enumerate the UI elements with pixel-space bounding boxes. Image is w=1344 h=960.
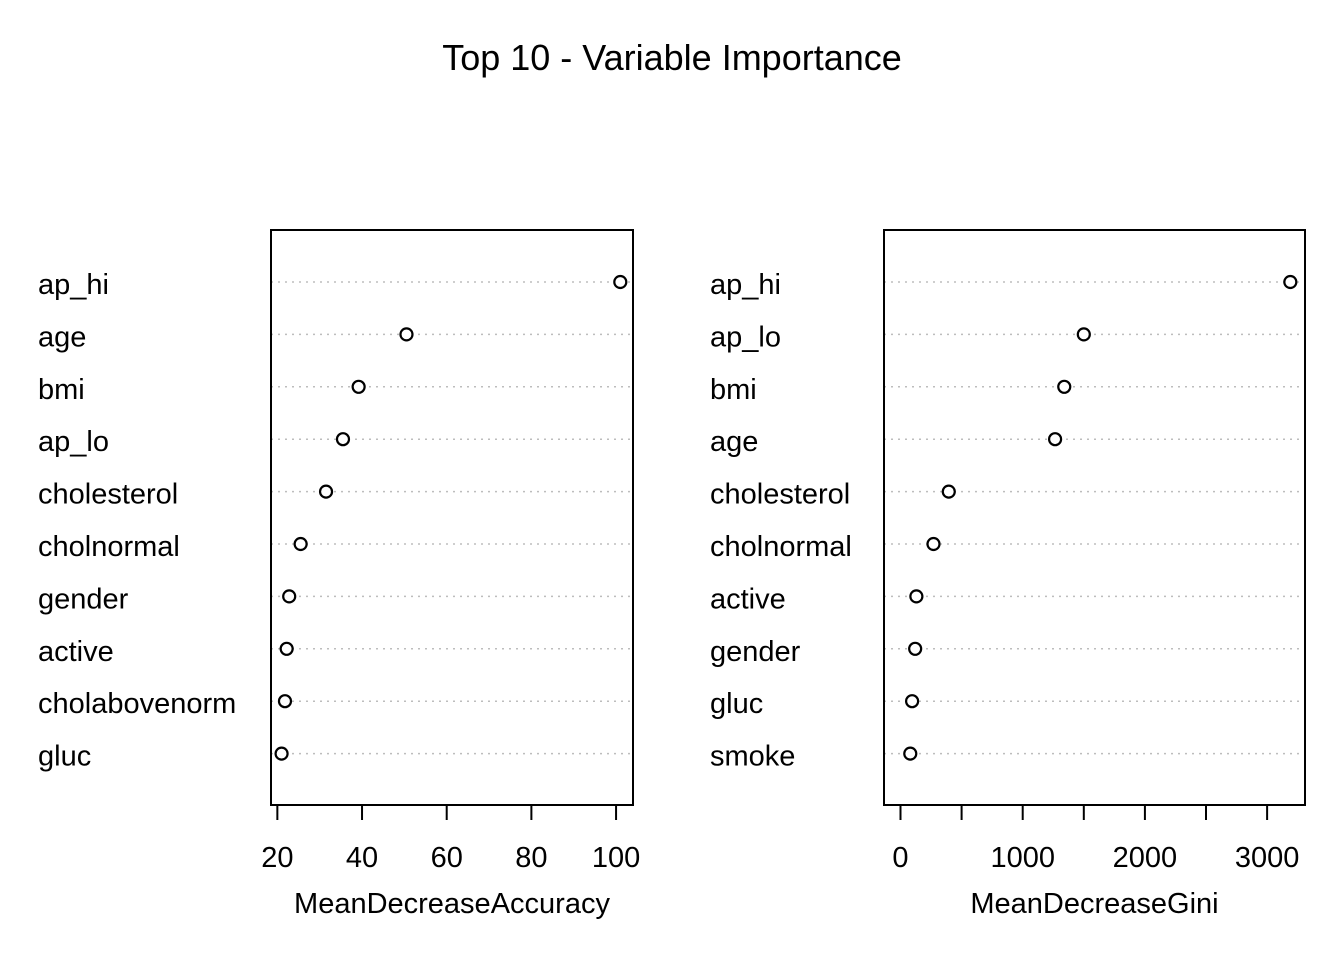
data-point (335, 432, 351, 447)
data-point (909, 589, 924, 604)
category-label: cholnormal (38, 531, 180, 563)
x-tick-label: 3000 (1235, 842, 1300, 874)
category-label: cholesterol (38, 479, 178, 511)
x-axis-title: MeanDecreaseAccuracy (294, 888, 610, 920)
data-point (282, 589, 297, 604)
category-label: cholabovenorm (38, 688, 236, 720)
plot-frame (270, 229, 634, 806)
x-tick-label: 0 (892, 842, 908, 874)
x-tick-label: 40 (346, 842, 378, 874)
category-label: gluc (38, 741, 91, 773)
data-point (318, 484, 334, 499)
data-point (941, 484, 956, 499)
data-point (274, 746, 289, 761)
data-point (1057, 379, 1072, 394)
category-label: age (710, 426, 758, 458)
category-label: cholnormal (710, 531, 852, 563)
category-label: ap_lo (38, 426, 109, 458)
x-tick-label: 1000 (990, 842, 1055, 874)
data-point (908, 641, 923, 656)
data-point (1076, 327, 1091, 342)
data-point (905, 694, 920, 709)
data-point (399, 327, 414, 342)
data-point (903, 746, 918, 761)
category-label: ap_lo (710, 321, 781, 353)
category-label: age (38, 321, 86, 353)
x-tick-label: 20 (261, 842, 293, 874)
category-label: gluc (710, 688, 763, 720)
data-point (293, 536, 308, 552)
x-axis-title: MeanDecreaseGini (970, 888, 1218, 920)
category-label: bmi (38, 374, 85, 406)
x-tick-label: 100 (592, 842, 640, 874)
category-label: gender (38, 583, 129, 615)
category-label: bmi (710, 374, 757, 406)
data-point (926, 536, 941, 552)
data-point (613, 274, 628, 290)
figure-title: Top 10 - Variable Importance (442, 37, 902, 78)
category-label: ap_hi (38, 269, 109, 301)
x-tick-label: 60 (431, 842, 463, 874)
data-point (1047, 432, 1063, 447)
data-point (277, 694, 293, 709)
category-label: active (710, 583, 786, 615)
x-tick-label: 80 (515, 842, 547, 874)
plot-frame (883, 229, 1306, 806)
category-label: cholesterol (710, 479, 850, 511)
data-point (1283, 274, 1298, 290)
category-label: gender (710, 636, 801, 668)
x-tick-label: 2000 (1113, 842, 1178, 874)
category-label: smoke (710, 741, 795, 773)
category-label: ap_hi (710, 269, 781, 301)
data-point (279, 641, 294, 656)
data-point (351, 379, 366, 394)
category-label: active (38, 636, 114, 668)
